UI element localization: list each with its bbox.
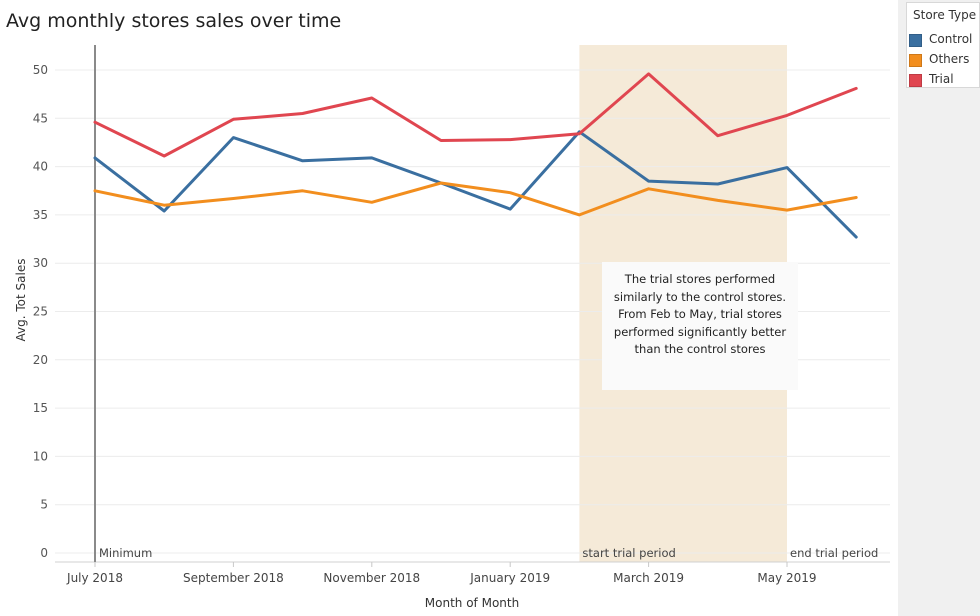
x-tick-label: July 2018	[66, 571, 123, 585]
y-tick-label: 30	[33, 256, 48, 270]
legend-label-control: Control	[929, 32, 973, 46]
y-tick-label: 5	[40, 498, 48, 512]
legend-swatch-trial	[909, 74, 922, 87]
x-tick-label: January 2019	[469, 571, 550, 585]
legend-label-others: Others	[929, 52, 970, 66]
legend-title: Store Type	[913, 8, 977, 22]
x-tick-label: November 2018	[323, 571, 420, 585]
series-line-trial	[93, 72, 858, 158]
legend-panel	[898, 0, 980, 616]
legend-label-trial: Trial	[929, 72, 954, 86]
legend[interactable]: Store Type Control Others Trial	[906, 2, 980, 88]
y-tick-label: 35	[33, 208, 48, 222]
y-tick-label: 40	[33, 160, 48, 174]
legend-swatch-control	[909, 34, 922, 47]
y-tick-label: 45	[33, 111, 48, 125]
reference-line-label: Minimum	[99, 546, 152, 560]
band-start-label: start trial period	[582, 546, 675, 560]
y-tick-label: 25	[33, 305, 48, 319]
x-tick-label: March 2019	[613, 571, 684, 585]
chart-title: Avg monthly stores sales over time	[6, 10, 342, 32]
y-tick-label: 20	[33, 353, 48, 367]
x-tick-label: May 2019	[757, 571, 816, 585]
y-tick-label: 50	[33, 63, 48, 77]
annotation-note: The trial stores performed similarly to …	[602, 262, 798, 390]
series-line-others	[93, 181, 858, 217]
y-tick-label: 15	[33, 401, 48, 415]
series-line-control	[93, 130, 858, 239]
y-tick-label: 0	[40, 546, 48, 560]
x-axis-title: Month of Month	[425, 596, 519, 610]
y-tick-label: 10	[33, 449, 48, 463]
x-tick-label: September 2018	[183, 571, 284, 585]
y-axis-title: Avg. Tot Sales	[14, 259, 28, 342]
band-end-label: end trial period	[790, 546, 878, 560]
legend-swatch-others	[909, 54, 922, 67]
